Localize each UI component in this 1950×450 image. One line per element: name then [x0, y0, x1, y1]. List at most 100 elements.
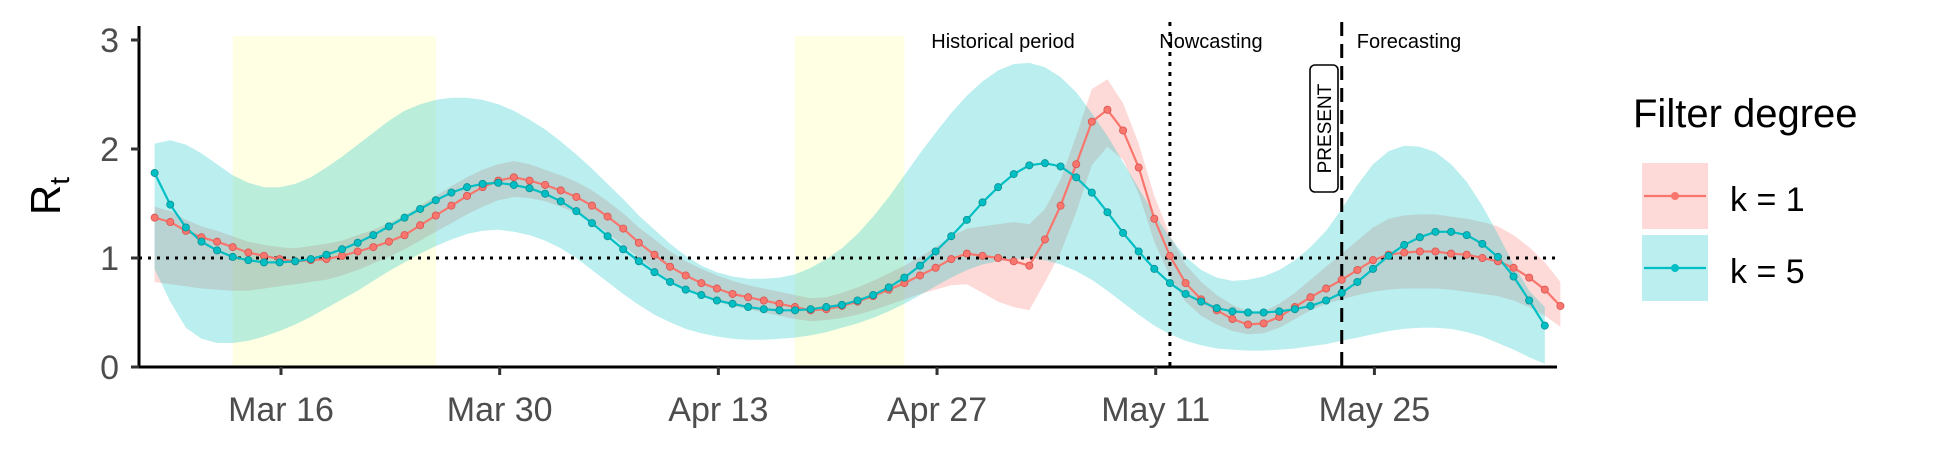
legend-key-point	[1671, 264, 1679, 272]
point-series-1	[697, 279, 706, 288]
point-series-1	[369, 243, 378, 252]
point-series-2	[306, 255, 315, 264]
point-series-1	[150, 213, 159, 222]
point-series-2	[994, 183, 1003, 192]
point-series-2	[463, 183, 472, 192]
point-series-2	[431, 196, 440, 205]
y-tick-label: 1	[100, 240, 119, 278]
ribbon-series-2	[154, 62, 1545, 364]
point-series-2	[1259, 308, 1268, 317]
point-series-1	[744, 293, 753, 302]
point-series-2	[666, 277, 675, 286]
present-tag: PRESENT	[1309, 64, 1339, 193]
point-series-2	[1478, 239, 1487, 248]
point-series-2	[759, 305, 768, 314]
point-series-2	[1415, 233, 1424, 242]
point-series-2	[1244, 308, 1253, 317]
point-series-2	[416, 204, 425, 213]
point-series-2	[181, 223, 190, 232]
point-series-2	[572, 207, 581, 216]
point-series-2	[1056, 162, 1065, 171]
point-series-1	[1181, 279, 1190, 288]
point-series-2	[1462, 231, 1471, 240]
point-series-2	[931, 247, 940, 256]
point-series-2	[1087, 188, 1096, 197]
point-series-1	[525, 176, 534, 185]
point-series-2	[525, 184, 534, 193]
point-series-1	[1462, 250, 1471, 259]
point-series-1	[1447, 249, 1456, 258]
point-series-2	[1212, 304, 1221, 313]
point-series-2	[400, 213, 409, 222]
point-series-1	[978, 251, 987, 260]
y-tick-label: 0	[100, 349, 119, 387]
y-tick-label: 2	[100, 131, 119, 169]
point-series-2	[447, 188, 456, 197]
point-series-2	[744, 303, 753, 312]
series-ribbons	[154, 62, 1561, 364]
point-series-1	[431, 211, 440, 220]
point-series-1	[1556, 301, 1565, 310]
point-series-1	[166, 218, 175, 227]
present-label: PRESENT	[1315, 83, 1336, 173]
point-series-2	[1025, 161, 1034, 170]
point-series-1	[1322, 284, 1331, 293]
point-series-1	[603, 212, 612, 221]
point-series-1	[728, 289, 737, 298]
point-series-1	[712, 284, 721, 293]
point-series-1	[916, 271, 925, 280]
x-tick-label: Apr 27	[887, 391, 987, 429]
point-series-2	[1400, 240, 1409, 249]
point-series-1	[994, 253, 1003, 262]
ribbon-series-1	[154, 79, 1561, 335]
point-series-1	[384, 237, 393, 246]
x-axis-ticks: Mar 16 Mar 30 Apr 13 Apr 27 May 11 May 25	[228, 367, 1430, 429]
point-series-1	[1103, 105, 1112, 114]
point-series-2	[494, 178, 503, 187]
point-series-2	[1150, 264, 1159, 273]
point-series-1	[556, 186, 565, 195]
x-tick-label: May 11	[1101, 391, 1210, 429]
point-series-2	[603, 232, 612, 241]
point-series-2	[978, 198, 987, 207]
point-series-1	[634, 238, 643, 247]
highlight-period-1	[232, 36, 436, 367]
point-series-2	[1290, 305, 1299, 314]
point-series-1	[931, 263, 940, 272]
point-series-2	[1119, 228, 1128, 237]
legend: Filter degree k = 1 k = 5	[1633, 92, 1858, 301]
point-series-1	[463, 191, 472, 200]
point-series-2	[509, 180, 518, 189]
point-series-2	[837, 300, 846, 309]
point-series-1	[1540, 285, 1549, 294]
point-series-1	[400, 231, 409, 240]
legend-key-k5	[1642, 235, 1708, 301]
point-series-2	[1493, 252, 1502, 261]
series-points	[150, 105, 1565, 330]
point-series-1	[1415, 247, 1424, 256]
point-series-1	[1009, 257, 1018, 266]
point-series-1	[947, 255, 956, 264]
point-series-2	[556, 197, 565, 206]
point-series-1	[1025, 261, 1034, 270]
point-series-2	[1181, 289, 1190, 298]
legend-label-k1: k = 1	[1730, 181, 1805, 219]
point-series-1	[541, 180, 550, 189]
point-series-2	[712, 296, 721, 305]
point-series-2	[900, 273, 909, 282]
period-label-nowcasting: Nowcasting	[1159, 31, 1262, 53]
point-series-2	[1525, 296, 1534, 305]
point-series-1	[1337, 275, 1346, 284]
point-series-2	[353, 238, 362, 247]
point-series-1	[681, 271, 690, 280]
point-series-2	[697, 291, 706, 300]
point-series-2	[244, 256, 253, 265]
present-tag-box	[1309, 64, 1339, 193]
point-series-1	[572, 192, 581, 201]
point-series-1	[213, 237, 222, 246]
point-series-2	[619, 245, 628, 254]
point-series-2	[369, 231, 378, 240]
point-series-1	[228, 243, 237, 252]
period-label-historical: Historical period	[931, 31, 1074, 53]
